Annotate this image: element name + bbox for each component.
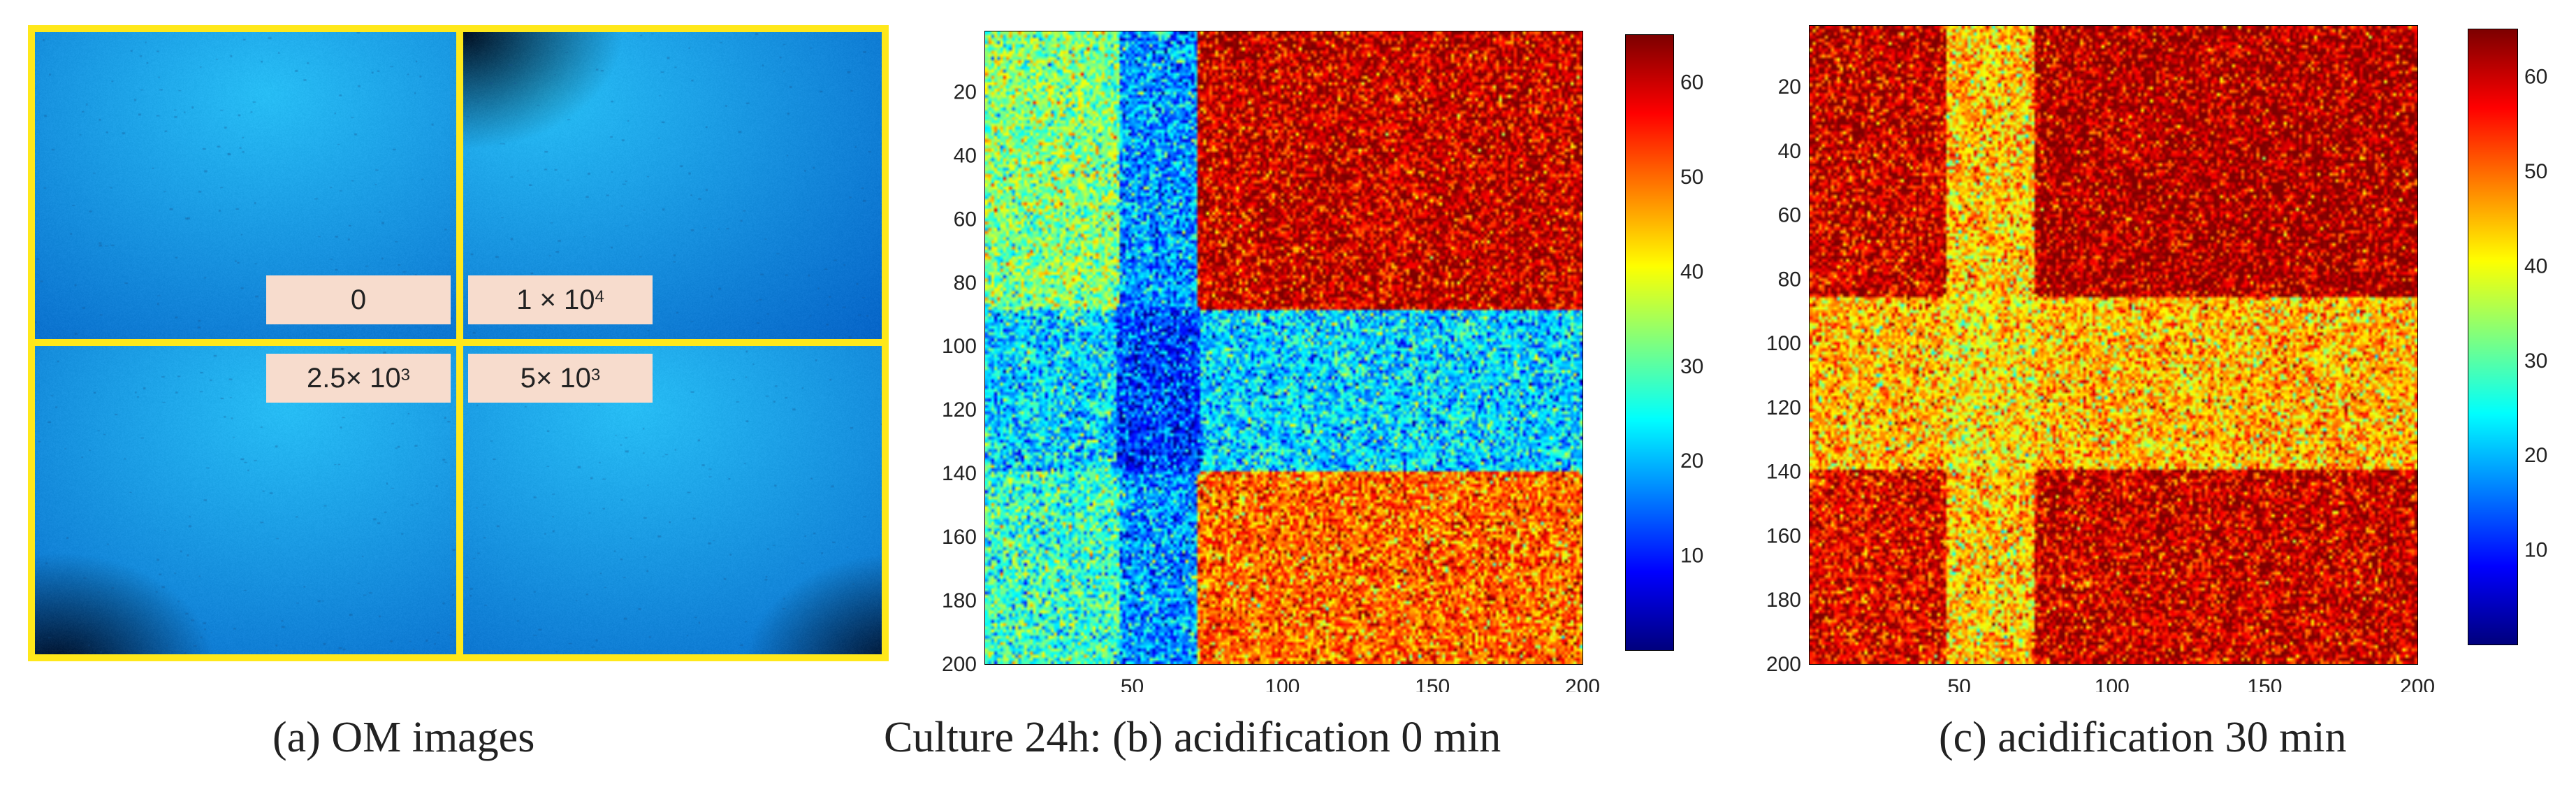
x-tick-label-c: 150 [2247, 675, 2282, 692]
colorbar-tick-label-c: 30 [2524, 350, 2547, 373]
y-tick-label-b: 140 [942, 462, 977, 485]
x-tick-label-c: 100 [2095, 675, 2130, 692]
colorbar-tick-label-b: 20 [1680, 449, 1703, 473]
x-tick-label-b: 100 [1265, 675, 1300, 692]
colorbar-tick-label-c: 40 [2524, 254, 2547, 278]
y-tick-label-c: 120 [1766, 396, 1801, 419]
colorbar-image-c [2468, 29, 2517, 645]
y-tick-label-c: 100 [1766, 332, 1801, 355]
y-tick-label-c: 20 [1778, 75, 1801, 99]
heatmap-image-b [985, 31, 1582, 664]
colorbar-tick-label-b: 60 [1680, 71, 1703, 94]
y-tick-label-b: 200 [942, 653, 977, 676]
om-images-panel: 0 1 × 10 4 2.5× 10 3 5× 10 3 [28, 25, 889, 661]
heatmap-panel-b: 50 100 150 200 20 40 60 80 100 120 140 160 180 200 10 2… [908, 21, 1768, 698]
colorbar-tick-label-c: 60 [2524, 66, 2547, 89]
colorbar-tick-label-b: 40 [1680, 260, 1703, 283]
x-tick-label-c: 200 [2400, 675, 2435, 692]
colorbar-tick-label-c: 10 [2524, 539, 2547, 562]
colorbar-image-b [1626, 35, 1673, 650]
colorbar-tick-label-c: 50 [2524, 160, 2547, 183]
colorbar-tick-label-c: 20 [2524, 444, 2547, 467]
y-tick-label-b: 40 [954, 144, 977, 167]
om-label-1e4: 1 × 10 4 [468, 275, 653, 324]
y-tick-label-b: 100 [942, 335, 977, 358]
y-tick-label-c: 60 [1778, 204, 1801, 227]
y-tick-label-b: 120 [942, 398, 977, 422]
caption-a: (a) OM images [272, 714, 535, 761]
heatmap-chart-b: 50 100 150 200 20 40 60 80 100 120 140 160 180 200 10 2… [942, 31, 1703, 698]
colorbar-tick-label-b: 30 [1680, 355, 1703, 378]
y-tick-label-c: 200 [1766, 653, 1801, 676]
caption-b: Culture 24h: (b) acidification 0 min [884, 714, 1501, 761]
x-tick-label-b: 200 [1565, 675, 1600, 692]
heatmap-chart-c: 50 100 150 200 20 40 60 80 100 120 140 160 180 200 10 2… [1766, 25, 2547, 698]
x-tick-label-b: 150 [1415, 675, 1450, 692]
y-tick-label-b: 180 [942, 589, 977, 612]
y-tick-label-c: 40 [1778, 140, 1801, 163]
colorbar-tick-label-b: 10 [1680, 545, 1703, 568]
x-tick-label-b: 50 [1121, 675, 1144, 692]
y-tick-label-c: 160 [1766, 524, 1801, 547]
y-tick-label-c: 140 [1766, 461, 1801, 484]
y-tick-label-b: 20 [954, 80, 977, 103]
om-label-2-5e3: 2.5× 10 3 [266, 354, 451, 403]
x-tick-label-c: 50 [1948, 675, 1971, 692]
y-tick-label-b: 80 [954, 271, 977, 294]
y-tick-label-c: 180 [1766, 589, 1801, 612]
om-label-0: 0 [266, 275, 451, 324]
caption-c: (c) acidification 30 min [1939, 714, 2347, 761]
y-tick-label-c: 80 [1778, 268, 1801, 291]
heatmap-image-c [1810, 26, 2417, 664]
heatmap-panel-c: 50 100 150 200 20 40 60 80 100 120 140 160 180 200 10 2… [1733, 21, 2571, 698]
y-tick-label-b: 60 [954, 208, 977, 231]
y-tick-label-b: 160 [942, 526, 977, 549]
om-label-5e3: 5× 10 3 [468, 354, 653, 403]
colorbar-tick-label-b: 50 [1680, 166, 1703, 189]
